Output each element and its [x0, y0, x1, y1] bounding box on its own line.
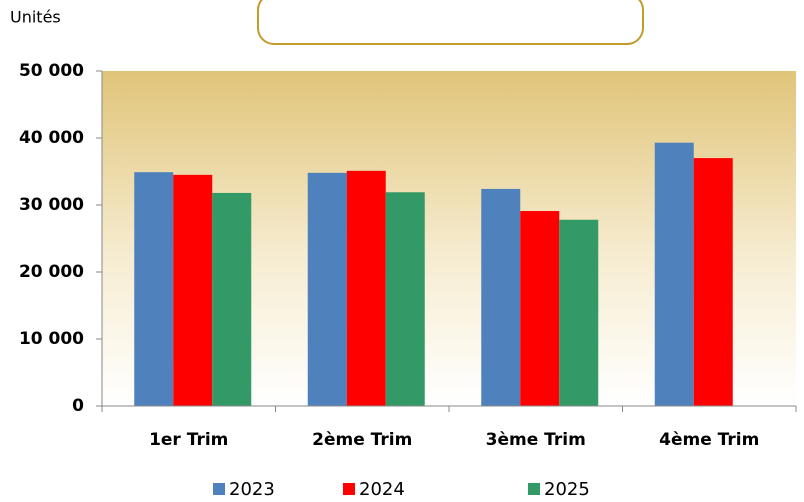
y-tick-label: 50 000	[19, 61, 84, 81]
bar	[385, 192, 425, 406]
bar	[346, 170, 386, 406]
y-tick-label: 10 000	[19, 329, 84, 349]
bar	[307, 172, 347, 406]
bar	[520, 211, 560, 406]
legend-label: 2024	[359, 479, 405, 500]
y-tick-label: 30 000	[19, 195, 84, 215]
bar	[654, 142, 694, 406]
bar	[173, 174, 213, 406]
bar	[481, 188, 521, 406]
bar	[134, 172, 174, 406]
title-box	[257, 0, 644, 45]
legend-label: 2023	[229, 479, 275, 500]
legend-label: 2025	[544, 479, 590, 500]
bar	[559, 219, 599, 406]
bar	[693, 158, 733, 406]
y-tick-label: 40 000	[19, 128, 84, 148]
x-tick-label: 1er Trim	[149, 430, 228, 450]
y-tick-label: 0	[72, 396, 84, 416]
legend-swatch	[213, 483, 225, 495]
x-tick-label: 2ème Trim	[312, 430, 412, 450]
bar	[212, 192, 252, 406]
x-tick-label: 3ème Trim	[486, 430, 586, 450]
x-tick-label: 4ème Trim	[659, 430, 759, 450]
y-axis-label: Unités	[10, 8, 61, 27]
y-tick-label: 20 000	[19, 262, 84, 282]
legend-swatch	[528, 483, 540, 495]
legend-swatch	[343, 483, 355, 495]
